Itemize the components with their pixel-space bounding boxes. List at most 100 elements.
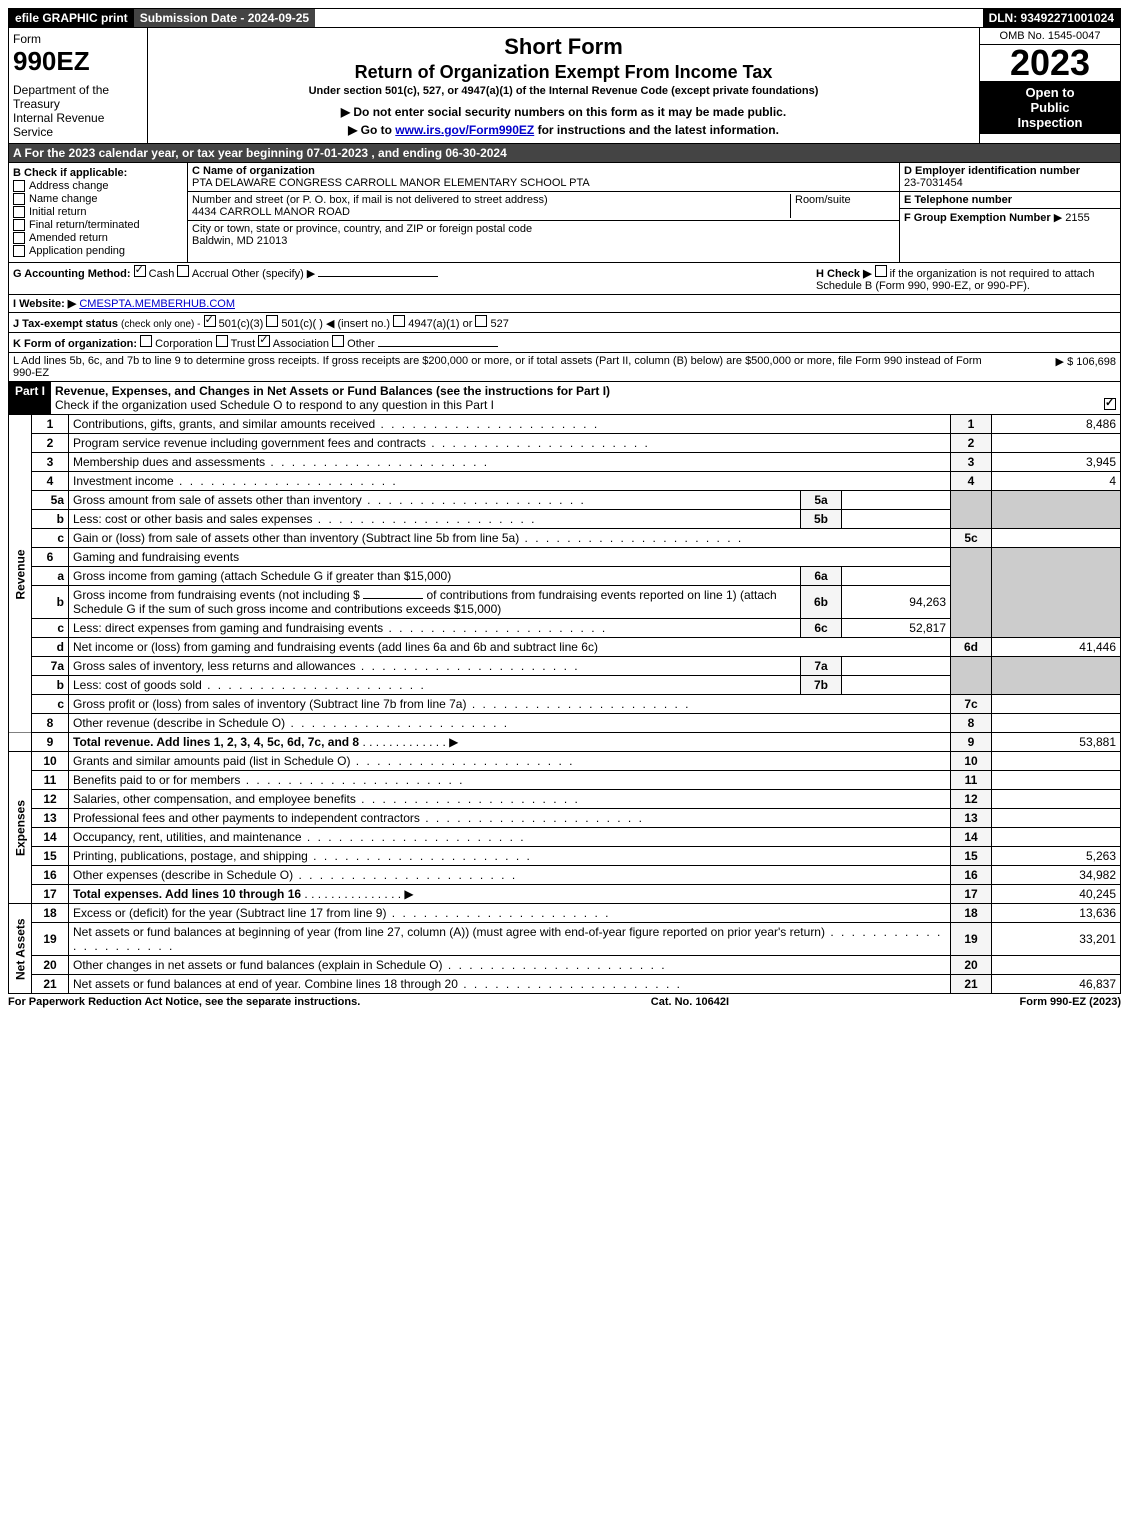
val-21: 46,837 <box>992 975 1121 994</box>
open-line-3: Inspection <box>984 115 1116 130</box>
efile-print-button[interactable]: efile GRAPHIC print <box>9 9 134 27</box>
line-9-text: Total revenue. Add lines 1, 2, 3, 4, 5c,… <box>73 735 359 749</box>
line-num-5a: 5a <box>32 491 69 510</box>
line-num-6b: b <box>32 586 69 619</box>
line-9: Total revenue. Add lines 1, 2, 3, 4, 5c,… <box>69 733 951 752</box>
checkbox-cash[interactable] <box>134 265 146 277</box>
checkbox-4947[interactable] <box>393 315 405 327</box>
rnum-14: 14 <box>951 828 992 847</box>
checkbox-accrual[interactable] <box>177 265 189 277</box>
goto-pre: ▶ Go to <box>348 123 395 137</box>
checkbox-527[interactable] <box>475 315 487 327</box>
line-num-13: 13 <box>32 809 69 828</box>
part-1-title-text: Revenue, Expenses, and Changes in Net As… <box>55 384 610 398</box>
mid-5a: 5a <box>801 491 842 510</box>
label-assoc: Association <box>273 338 329 350</box>
website-link[interactable]: CMESPTA.MEMBERHUB.COM <box>79 298 235 310</box>
city-value: Baldwin, MD 21013 <box>192 235 287 247</box>
goto-post: for instructions and the latest informat… <box>534 123 779 137</box>
checkbox-other-org[interactable] <box>332 335 344 347</box>
header-middle: Short Form Return of Organization Exempt… <box>148 28 979 143</box>
val-19: 33,201 <box>992 923 1121 956</box>
line-6b-part1: Gross income from fundraising events (no… <box>73 588 360 602</box>
checkbox-trust[interactable] <box>216 335 228 347</box>
val-3: 3,945 <box>992 453 1121 472</box>
note-goto: ▶ Go to www.irs.gov/Form990EZ for instru… <box>156 123 971 137</box>
checkbox-pending[interactable] <box>13 245 25 257</box>
line-6a: Gross income from gaming (attach Schedul… <box>69 567 801 586</box>
checkbox-501c[interactable] <box>266 315 278 327</box>
subtitle: Under section 501(c), 527, or 4947(a)(1)… <box>156 85 971 97</box>
line-19: Net assets or fund balances at beginning… <box>69 923 951 956</box>
footer-left: For Paperwork Reduction Act Notice, see … <box>8 996 360 1008</box>
val-11 <box>992 771 1121 790</box>
short-form-title: Short Form <box>156 34 971 60</box>
label-final-return: Final return/terminated <box>29 219 140 231</box>
checkbox-initial-return[interactable] <box>13 206 25 218</box>
row-g-h: G Accounting Method: Cash Accrual Other … <box>8 263 1121 295</box>
line-17: Total expenses. Add lines 10 through 16 … <box>69 885 951 904</box>
row-k: K Form of organization: Corporation Trus… <box>8 333 1121 353</box>
line-num-9: 9 <box>32 733 69 752</box>
form-header: Form 990EZ Department of the Treasury In… <box>8 28 1121 144</box>
checkbox-name-change[interactable] <box>13 193 25 205</box>
b-header: B Check if applicable: <box>13 167 183 179</box>
column-b: B Check if applicable: Address change Na… <box>9 163 188 262</box>
label-corp: Corporation <box>155 338 212 350</box>
open-line-2: Public <box>984 100 1116 115</box>
footer-cat: Cat. No. 10642I <box>651 996 729 1008</box>
header-right: OMB No. 1545-0047 2023 Open to Public In… <box>979 28 1120 143</box>
rval-6-shade <box>992 548 1121 638</box>
midval-6b: 94,263 <box>842 586 951 619</box>
line-2: Program service revenue including govern… <box>69 434 951 453</box>
rnum-5ab-shade <box>951 491 992 529</box>
label-name-change: Name change <box>29 193 98 205</box>
line-21: Net assets or fund balances at end of ye… <box>69 975 951 994</box>
checkbox-amended[interactable] <box>13 232 25 244</box>
checkbox-final-return[interactable] <box>13 219 25 231</box>
l-value: ▶ $ 106,698 <box>996 355 1116 379</box>
rnum-3: 3 <box>951 453 992 472</box>
line-6c: Less: direct expenses from gaming and fu… <box>69 619 801 638</box>
rnum-6-shade <box>951 548 992 638</box>
rnum-12: 12 <box>951 790 992 809</box>
label-trust: Trust <box>231 338 256 350</box>
line-num-14: 14 <box>32 828 69 847</box>
ein-label: D Employer identification number <box>904 165 1080 177</box>
checkbox-schedule-b[interactable] <box>875 265 887 277</box>
checkbox-corp[interactable] <box>140 335 152 347</box>
j-label: J Tax-exempt status <box>13 318 118 330</box>
rnum-4: 4 <box>951 472 992 491</box>
row-i: I Website: ▶ CMESPTA.MEMBERHUB.COM <box>8 295 1121 313</box>
irs-label: Internal Revenue Service <box>13 111 143 139</box>
val-4: 4 <box>992 472 1121 491</box>
line-num-18: 18 <box>32 904 69 923</box>
checkbox-schedule-o[interactable] <box>1104 398 1116 410</box>
checkbox-501c3[interactable] <box>204 315 216 327</box>
street-value: 4434 CARROLL MANOR ROAD <box>192 206 350 218</box>
rnum-2: 2 <box>951 434 992 453</box>
line-num-5c: c <box>32 529 69 548</box>
rnum-10: 10 <box>951 752 992 771</box>
label-other-org: Other <box>347 338 375 350</box>
g-label: G Accounting Method: <box>13 268 131 280</box>
line-16: Other expenses (describe in Schedule O) <box>69 866 951 885</box>
val-1: 8,486 <box>992 415 1121 434</box>
irs-link[interactable]: www.irs.gov/Form990EZ <box>395 123 534 137</box>
line-10: Grants and similar amounts paid (list in… <box>69 752 951 771</box>
line-7a: Gross sales of inventory, less returns a… <box>69 657 801 676</box>
ein-value: 23-7031454 <box>904 177 963 189</box>
checkbox-assoc[interactable] <box>258 335 270 347</box>
label-527: 527 <box>491 318 509 330</box>
k-label: K Form of organization: <box>13 338 137 350</box>
submission-date: Submission Date - 2024-09-25 <box>134 9 315 27</box>
c-name-label: C Name of organization <box>192 165 315 177</box>
line-num-20: 20 <box>32 956 69 975</box>
rnum-9: 9 <box>951 733 992 752</box>
line-14: Occupancy, rent, utilities, and maintena… <box>69 828 951 847</box>
open-line-1: Open to <box>984 85 1116 100</box>
line-13: Professional fees and other payments to … <box>69 809 951 828</box>
checkbox-address-change[interactable] <box>13 180 25 192</box>
mid-6a: 6a <box>801 567 842 586</box>
midval-5b <box>842 510 951 529</box>
